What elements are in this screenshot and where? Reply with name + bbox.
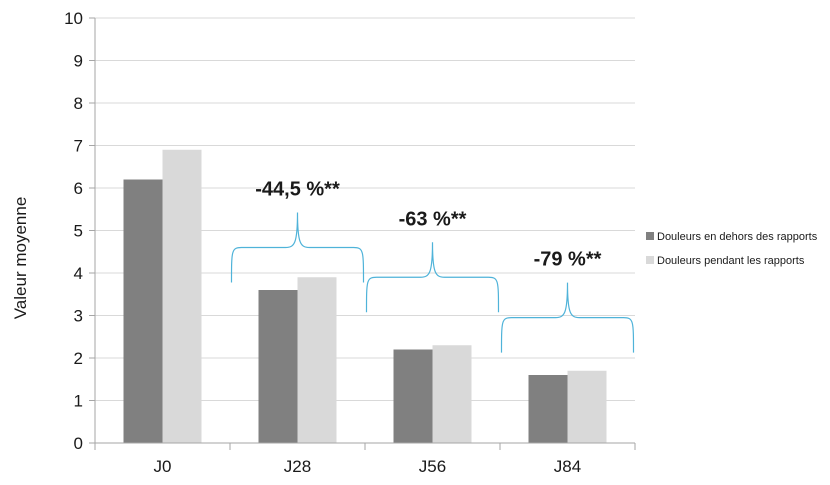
reduction-annotation: -79 %**: [534, 249, 602, 271]
bar-douleurs-pendant-rapports: [162, 149, 202, 443]
annotations: -44,5 %** -63 %** -79 %**: [230, 179, 635, 353]
legend: Douleurs en dehors des rapports Douleurs …: [646, 231, 818, 267]
axes: 0 1 2 3 4 5 6 7 8 9 10 J0 J28 J56 J84: [64, 9, 636, 476]
y-tick-label: 5: [74, 222, 83, 241]
bar-douleurs-hors-rapports: [123, 179, 163, 443]
brace-bracket: [365, 242, 500, 313]
legend-label: Douleurs en dehors des rapports: [657, 231, 818, 243]
bar-douleurs-hors-rapports: [258, 290, 298, 443]
brace-bracket: [230, 212, 365, 283]
y-tick-label: 2: [74, 349, 83, 368]
y-tick-label: 9: [74, 52, 83, 71]
y-tick-label: 8: [74, 94, 83, 113]
reduction-annotation: -44,5 %**: [255, 179, 340, 201]
y-tick-label: 0: [74, 434, 83, 453]
bar-douleurs-pendant-rapports: [432, 345, 472, 443]
y-tick-label: 3: [74, 307, 83, 326]
legend-swatch: [646, 232, 654, 240]
brace-bracket: [500, 282, 635, 353]
x-tick-label: J0: [154, 457, 172, 476]
bar-douleurs-hors-rapports: [393, 349, 433, 443]
legend-label: Douleurs pendant les rapports: [657, 255, 805, 267]
x-tick-label: J28: [284, 457, 311, 476]
bar-douleurs-hors-rapports: [528, 375, 568, 443]
legend-swatch: [646, 256, 654, 264]
y-tick-label: 7: [74, 137, 83, 156]
x-tick-label: J56: [419, 457, 446, 476]
reduction-annotation: -63 %**: [399, 208, 467, 230]
bar-douleurs-pendant-rapports: [567, 370, 607, 443]
bar-douleurs-pendant-rapports: [297, 277, 337, 443]
bars: [123, 149, 607, 443]
y-tick-label: 4: [74, 264, 83, 283]
y-axis-label: Valeur moyenne: [11, 197, 30, 320]
y-tick-label: 1: [74, 392, 83, 411]
x-tick-label: J84: [554, 457, 581, 476]
y-tick-label: 6: [74, 179, 83, 198]
y-tick-label: 10: [64, 9, 83, 28]
